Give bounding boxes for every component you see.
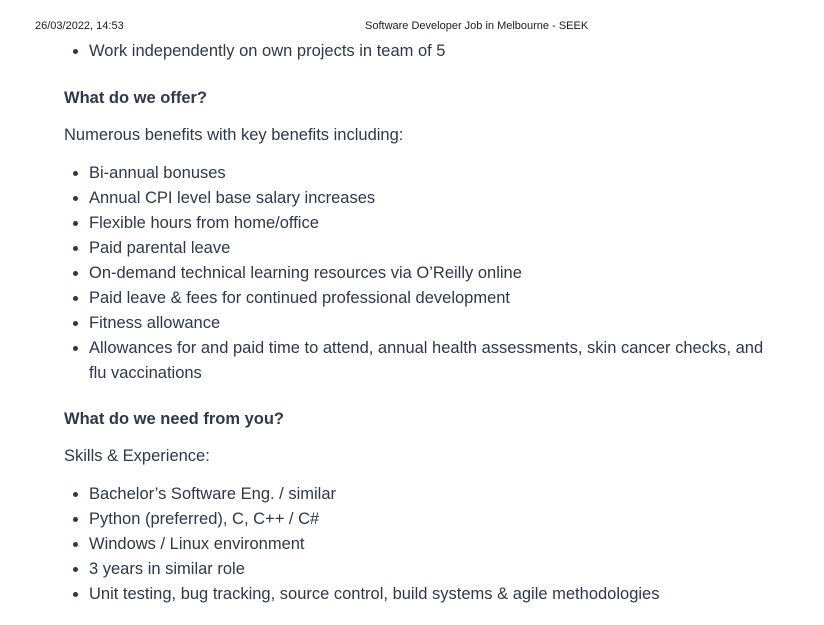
list-item: Windows / Linux environment [64, 532, 784, 557]
needs-heading: What do we need from you? [64, 410, 285, 428]
print-header: 26/03/2022, 14:53 Software Developer Job… [0, 20, 824, 34]
list-item: 3 years in similar role [64, 557, 784, 582]
list-item: Annual CPI level base salary increases [64, 186, 784, 211]
intro-list: Work independently on own projects in te… [64, 39, 784, 64]
print-datetime: 26/03/2022, 14:53 [35, 20, 124, 32]
print-page-title: Software Developer Job in Melbourne - SE… [365, 20, 589, 32]
list-item: Work independently on own projects in te… [64, 39, 784, 64]
list-item: On-demand technical learning resources v… [64, 261, 784, 286]
offer-lead: Numerous benefits with key benefits incl… [64, 126, 404, 144]
list-item: Bi-annual bonuses [64, 161, 784, 186]
needs-lead: Skills & Experience: [64, 447, 210, 465]
benefits-list: Bi-annual bonuses Annual CPI level base … [64, 161, 784, 386]
list-item: Paid leave & fees for continued professi… [64, 286, 784, 311]
list-item: Allowances for and paid time to attend, … [64, 336, 784, 386]
list-item: Unit testing, bug tracking, source contr… [64, 582, 784, 607]
skills-list: Bachelor’s Software Eng. / similar Pytho… [64, 482, 784, 607]
list-item: Python (preferred), C, C++ / C# [64, 507, 784, 532]
list-item: Bachelor’s Software Eng. / similar [64, 482, 784, 507]
list-item: Paid parental leave [64, 236, 784, 261]
list-item: Fitness allowance [64, 311, 784, 336]
offer-heading: What do we offer? [64, 89, 207, 107]
list-item: Flexible hours from home/office [64, 211, 784, 236]
